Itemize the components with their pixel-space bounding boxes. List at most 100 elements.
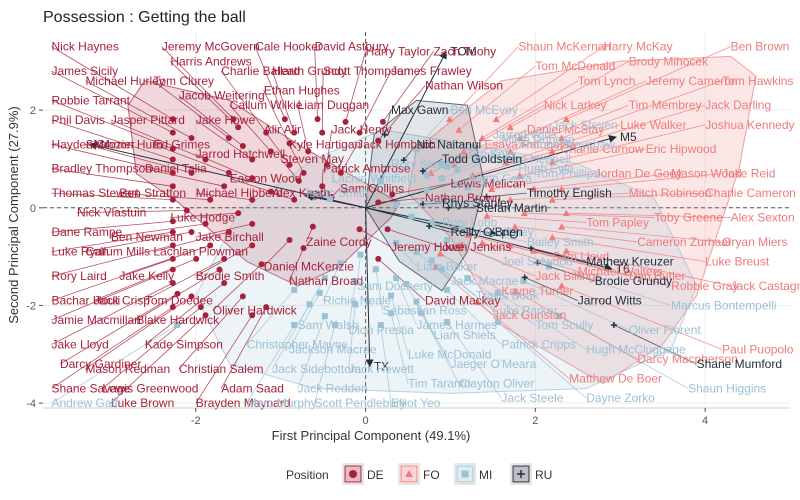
point-label: Jack Gunston — [493, 308, 566, 322]
label-connector — [195, 315, 253, 404]
point-marker — [393, 239, 400, 246]
point-marker — [291, 321, 298, 328]
point-marker — [225, 169, 232, 176]
point-label: Hugh McCluggage — [586, 342, 686, 356]
label-connector — [76, 210, 187, 214]
label-connector — [280, 158, 300, 182]
label-connector — [558, 315, 689, 389]
point-marker — [520, 278, 527, 285]
point-label: Patrick Cripps — [501, 338, 576, 352]
label-connector — [271, 304, 310, 370]
legend-title: Position — [286, 468, 329, 482]
label-connector — [519, 80, 646, 139]
label-connector — [229, 104, 272, 152]
vector-tx — [365, 207, 374, 368]
point-label: Michael Hibberd — [196, 186, 283, 200]
point-marker — [403, 280, 410, 287]
point-label: Adam Saad — [221, 381, 284, 395]
label-connector — [102, 306, 202, 389]
point-marker — [239, 143, 246, 150]
label-connector — [254, 46, 286, 120]
point-marker — [188, 134, 195, 141]
point-marker — [483, 193, 490, 200]
point-marker — [169, 266, 176, 273]
point-marker — [309, 223, 316, 230]
point-marker — [520, 209, 528, 217]
point-label: Jake Birchall — [196, 230, 264, 244]
point-marker — [474, 154, 481, 161]
label-connector — [51, 282, 174, 345]
point-label: Jake Lloyd — [51, 338, 108, 352]
point-marker — [423, 187, 430, 194]
point-label: Jasper Pittard — [111, 113, 185, 127]
label-connector — [441, 269, 494, 311]
point-label: Christian Salem — [179, 362, 264, 376]
point-label: Dan Butler — [629, 269, 686, 283]
point-label: Lewis Melican — [450, 176, 525, 190]
point-label: Brodie Grundy — [595, 274, 672, 288]
point-label: Kayne Turner — [501, 284, 573, 298]
point-label: Dion Prestia — [349, 323, 415, 337]
point-label: Thomas Stewart — [51, 186, 139, 200]
point-marker — [562, 209, 570, 217]
point-label: Cameron Zurhaar — [637, 235, 732, 249]
point-marker — [375, 255, 382, 262]
point-label: Richie Neale — [323, 294, 391, 308]
label-connector — [110, 314, 206, 404]
point-marker — [464, 275, 471, 282]
point-label: Toby Greene — [654, 211, 723, 225]
point-marker — [305, 148, 312, 155]
point-label: Sam Collins — [340, 181, 404, 195]
label-connector — [531, 247, 587, 262]
point-marker — [418, 310, 425, 317]
point-marker — [372, 266, 379, 273]
point-label: Scott Pendlebury — [315, 396, 406, 410]
y-axis-title: Second Principal Component (27.9%) — [6, 106, 21, 324]
point-marker — [249, 220, 256, 227]
point-marker — [267, 148, 274, 155]
point-marker — [413, 298, 420, 305]
label-connector — [421, 313, 460, 384]
point-label: Tom Clurey — [153, 74, 214, 88]
label-connector — [51, 258, 173, 301]
point-marker — [488, 185, 496, 192]
point-marker — [188, 293, 195, 300]
point-label: Timothy English — [527, 186, 612, 200]
point-label: Alir Alir — [264, 123, 301, 137]
point-marker — [474, 298, 482, 305]
point-marker — [169, 255, 176, 262]
x-tick-label: 2 — [532, 415, 538, 427]
point-marker — [528, 245, 535, 252]
point-label: Jaeger O'Meara — [450, 357, 536, 371]
point-marker — [562, 247, 570, 254]
vector-label: CP — [310, 189, 327, 203]
point-label: Daniel McStay — [527, 123, 604, 137]
label-connector — [561, 173, 723, 190]
point-label: Alex Keath — [272, 186, 330, 200]
label-connector — [195, 223, 253, 238]
point-marker — [291, 129, 298, 136]
label-connector — [144, 258, 225, 301]
point-marker — [169, 242, 176, 249]
point-label: Jack Henry — [332, 123, 392, 137]
vector-label: TX — [374, 359, 389, 373]
point-marker — [207, 242, 214, 249]
point-label: Mason Wood — [671, 167, 741, 181]
point-marker — [249, 175, 256, 182]
point-label: Jack Darling — [705, 98, 771, 112]
legend-label: MI — [479, 468, 492, 482]
point-marker — [291, 196, 298, 203]
point-label: Jake Howe — [196, 113, 256, 127]
point-label: Elliot Yeo — [391, 396, 441, 410]
data-points — [51, 46, 731, 404]
label-connector — [422, 202, 442, 205]
point-label: Jack Steven — [552, 118, 617, 132]
point-label: Tom McDonald — [535, 59, 615, 73]
point-label: Jack Castagna — [731, 279, 800, 293]
label-connector — [340, 144, 358, 174]
label-connector — [426, 153, 468, 176]
point-marker — [464, 184, 471, 191]
point-marker — [454, 181, 461, 188]
label-connector — [195, 153, 253, 179]
